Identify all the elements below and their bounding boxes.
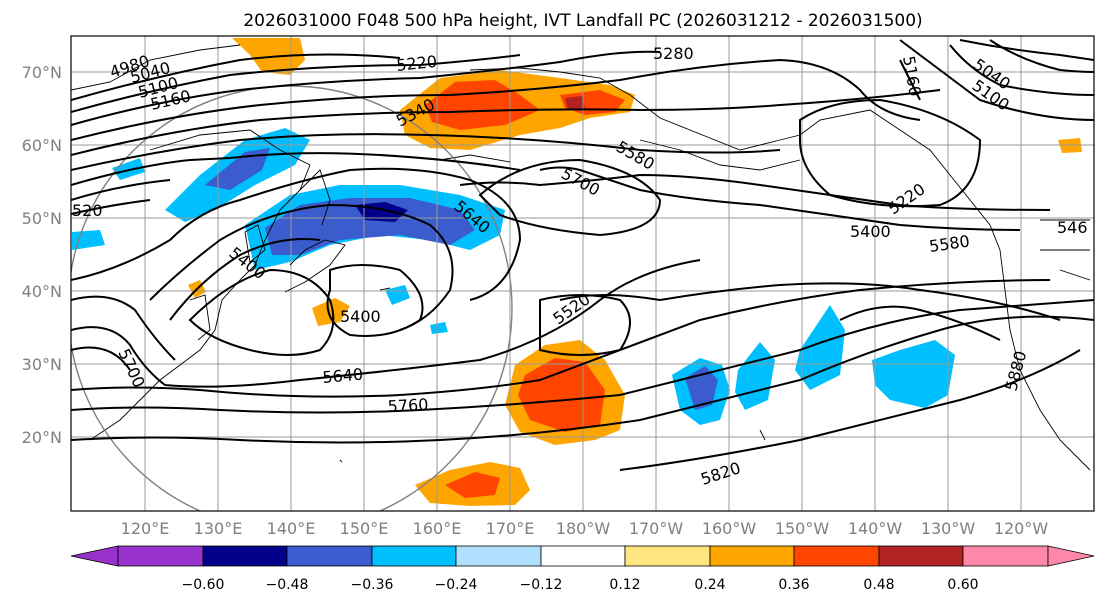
lon-label: 140°E (267, 519, 316, 538)
colorbar-extend-low (70, 545, 119, 567)
lon-label: 180°W (556, 519, 611, 538)
map-frame (70, 35, 1095, 512)
lat-label: 60°N (22, 136, 62, 155)
lon-label: 170°W (629, 519, 684, 538)
colorbar-segment (962, 545, 1049, 567)
colorbar-segment (371, 545, 457, 567)
colorbar-tick: −0.60 (182, 577, 225, 593)
lon-label: 120°E (121, 519, 170, 538)
colorbar-segment (540, 545, 626, 567)
lat-label: 50°N (22, 209, 62, 228)
lon-label: 170°E (486, 519, 535, 538)
colorbar-tick: −0.24 (435, 577, 478, 593)
lon-label: 140°W (848, 519, 903, 538)
colorbar-segment (117, 545, 204, 567)
longitude-labels: 120°E 130°E 140°E 150°E 160°E 170°E 180°… (121, 519, 1049, 538)
contour-label: 5280 (653, 44, 694, 63)
colorbar-tick: 0.36 (778, 577, 809, 593)
coastlines (71, 44, 1091, 471)
colorbar-tick: 0.60 (947, 577, 978, 593)
map-title: 2026031000 F048 500 hPa height, IVT Land… (243, 11, 922, 31)
colorbar-ticks: −0.60 −0.48 −0.36 −0.24 −0.12 0.12 0.24 … (182, 577, 979, 593)
colorbar-segment (624, 545, 711, 567)
lat-label: 70°N (22, 63, 62, 82)
lon-label: 160°E (413, 519, 462, 538)
colorbar-segment (202, 545, 288, 567)
contour-label: 520 (72, 201, 103, 220)
lon-label: 120°W (994, 519, 1049, 538)
colorbar-segment (793, 545, 880, 567)
colorbar-segment (709, 545, 795, 567)
height-contours (71, 39, 1094, 471)
lat-label: 30°N (22, 355, 62, 374)
lon-label: 130°W (921, 519, 976, 538)
ivt-negative-shading (72, 128, 955, 425)
colorbar (70, 545, 1095, 567)
colorbar-tick: 0.24 (694, 577, 725, 593)
colorbar-segment (286, 545, 373, 567)
colorbar-tick: 0.12 (609, 577, 640, 593)
lat-label: 40°N (22, 282, 62, 301)
lon-label: 150°E (340, 519, 389, 538)
latitude-labels: 70°N 60°N 50°N 40°N 30°N 20°N (22, 63, 62, 447)
lon-label: 130°E (194, 519, 243, 538)
contour-label: 546 (1057, 218, 1088, 237)
colorbar-extend-high (1047, 545, 1095, 567)
map-panel: 4980 5040 5100 5160 520 5220 5280 5340 5… (71, 36, 1094, 511)
colorbar-tick: −0.12 (520, 577, 563, 593)
contour-label: 5220 (395, 52, 437, 75)
contour-label: 5400 (340, 307, 381, 326)
contour-label: 5640 (322, 365, 364, 387)
colorbar-tick: 0.48 (863, 577, 894, 593)
lon-label: 150°W (775, 519, 830, 538)
colorbar-segment (455, 545, 542, 567)
colorbar-segment (878, 545, 964, 567)
colorbar-tick: −0.48 (266, 577, 309, 593)
contour-label: 5760 (387, 395, 429, 416)
contour-label: 5400 (850, 222, 891, 241)
lon-label: 160°W (702, 519, 757, 538)
colorbar-tick: −0.36 (351, 577, 394, 593)
lat-label: 20°N (22, 428, 62, 447)
